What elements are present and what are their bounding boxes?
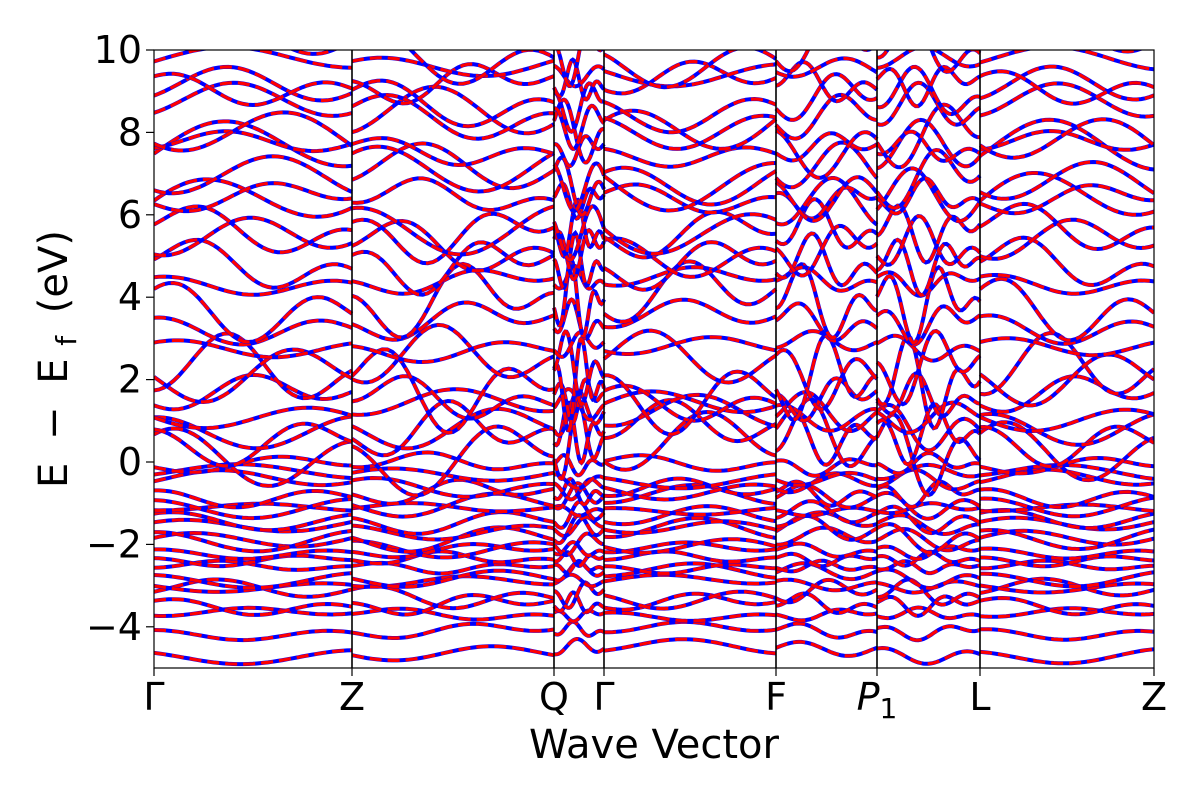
kpoint-lines-group (351, 50, 981, 668)
band-line-red (154, 605, 1154, 623)
band-line-red (154, 558, 1154, 576)
x-tick-label: F (765, 675, 787, 719)
band-line-red (154, 637, 1154, 666)
band-line-red (154, 65, 1154, 134)
y-axis-title: E − E f (eV) (31, 230, 86, 488)
x-axis-title: Wave Vector (529, 722, 780, 768)
band-line-red (154, 85, 1154, 180)
bands-group (154, 50, 1154, 667)
band-line-red (154, 450, 1154, 478)
band-line-red (154, 477, 1154, 509)
x-tick-label: Z (339, 675, 365, 719)
band-line-red (154, 549, 1154, 568)
band-line-red (154, 540, 1154, 561)
x-ticks-group: Γ Z Q Γ F P1 L Z (143, 668, 1167, 725)
x-tick-label: Γ (143, 675, 164, 719)
x-tick-label: Z (1141, 675, 1167, 719)
band-line-red (154, 590, 1154, 618)
y-axis-title-e2: E (31, 358, 77, 383)
x-tick-label: L (969, 675, 990, 719)
x-tick-label: Γ (593, 675, 614, 719)
y-axis-title-minus: − (31, 406, 77, 440)
band-line-red (154, 462, 1154, 490)
x-tick-label: Q (539, 675, 569, 719)
y-tick-label: 10 (94, 28, 142, 72)
band-line-red (154, 468, 1154, 502)
y-tick-label: 4 (118, 275, 142, 319)
y-axis-title-sub: f (50, 335, 83, 346)
band-line-red (154, 323, 1154, 411)
band-line-red (154, 398, 1154, 469)
y-axis-title-e1: E (31, 463, 77, 488)
band-line-red (154, 118, 1154, 213)
y-axis-title-unit: (eV) (31, 230, 77, 313)
band-line-red (154, 129, 1154, 169)
y-tick-label: 8 (118, 110, 142, 154)
y-tick-label: 2 (118, 358, 142, 402)
band-line-red (154, 166, 1154, 262)
y-tick-label: 0 (118, 440, 142, 484)
plot-frame (153, 49, 1155, 669)
band-line-red (290, 50, 1143, 89)
y-tick-label: −4 (86, 605, 142, 649)
band-line-red (154, 481, 1154, 521)
x-tick-label: P1 (857, 675, 898, 725)
band-line-red (154, 620, 1154, 642)
band-line-red (154, 577, 1154, 611)
y-ticks-group: −4 −2 0 2 4 6 8 10 (86, 28, 154, 649)
band-line-red (154, 214, 1154, 282)
band-line-red (154, 50, 1154, 88)
band-line-red (154, 81, 1154, 151)
y-tick-label: 6 (118, 193, 142, 237)
band-line-red (154, 560, 1154, 590)
y-tick-label: −2 (86, 522, 142, 566)
band-line-red (154, 397, 1154, 498)
band-line-red (154, 141, 1154, 223)
